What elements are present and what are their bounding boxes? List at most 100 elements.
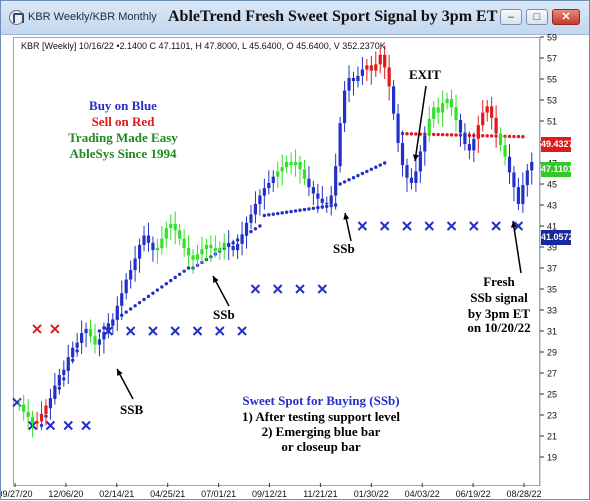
price-bar-body (485, 106, 489, 113)
price-bar-body (71, 347, 75, 358)
y-tick-label: 41 (547, 222, 557, 232)
price-bar-body (383, 54, 387, 68)
price-bar-body (356, 75, 360, 82)
trend-dot (124, 310, 128, 314)
blue-x-marker (250, 284, 261, 294)
blue-x-marker (424, 221, 434, 231)
maximize-button[interactable]: □ (526, 9, 548, 25)
minimize-button[interactable]: – (500, 9, 522, 25)
x-tick-label: 08/28/22 (506, 489, 541, 499)
trend-dot (276, 211, 280, 216)
blue-x-marker (148, 326, 158, 336)
trend-dot (182, 269, 186, 273)
price-bar-body (432, 107, 436, 119)
trend-dot (445, 133, 449, 137)
price-bar-body (320, 198, 324, 203)
trend-dot (258, 224, 262, 228)
sweet-spot-line3: or closeup bar (281, 439, 361, 454)
price-bar-body (84, 328, 88, 334)
y-tick-label: 33 (547, 306, 557, 316)
trend-dot (284, 210, 289, 214)
trend-dot (164, 282, 169, 286)
trend-dot (249, 229, 253, 234)
price-bar-body (271, 176, 275, 183)
blue-x-marker-b (192, 326, 203, 336)
price-bar-body (387, 67, 391, 87)
blue-x-marker-b (317, 284, 328, 294)
price-bar-body (329, 195, 333, 204)
trend-dot (485, 134, 489, 138)
price-bar-body (22, 404, 26, 412)
y-tick-label: 31 (547, 327, 557, 337)
arrow-exit-shaft (414, 85, 427, 162)
price-bar-body (498, 133, 503, 146)
price-bar-body (133, 258, 137, 271)
price-bar-body (512, 172, 516, 188)
price-bar-body (441, 103, 445, 113)
price-bar-body (17, 404, 21, 406)
price-bar-body (129, 270, 133, 280)
fresh-line1: Fresh (483, 274, 515, 289)
price-bar-body (494, 117, 498, 134)
sweet-spot-line2: 2) Emerging blue bar (261, 424, 381, 439)
y-tick-label: 25 (547, 390, 557, 400)
trend-dot (177, 272, 182, 276)
blue-x-marker (63, 420, 73, 431)
blue-x-marker-b (513, 221, 524, 231)
trend-dot (405, 132, 409, 136)
blue-x-marker (215, 326, 225, 336)
app-icon (9, 10, 24, 25)
blue-x-marker-b (357, 221, 368, 231)
x-tick-label: 04/25/21 (150, 489, 185, 499)
blue-x-marker-b (469, 221, 479, 231)
price-bar-body (338, 123, 342, 167)
price-bar-body (48, 398, 53, 406)
price-bar-body (503, 145, 507, 157)
title-bar[interactable]: KBR Weekly/KBR Monthly AbleTrend Fresh S… (1, 1, 589, 35)
blue-x-marker-b (379, 221, 390, 231)
y-tick-label: 53 (547, 96, 557, 106)
price-bar-body (298, 161, 302, 170)
price-bar-body (302, 169, 307, 179)
x-markers-layer (12, 221, 524, 431)
fresh-line2: SSb signal (470, 290, 528, 305)
blue-x-marker-b (148, 326, 158, 336)
trend-dot (186, 266, 191, 270)
x-tick-label: 09/27/20 (1, 489, 33, 499)
price-bar-body (392, 86, 396, 114)
ssb-label-lower: SSB (120, 402, 144, 417)
close-button[interactable]: ✕ (552, 9, 580, 25)
trend-dot (280, 211, 284, 215)
blue-x-marker (513, 221, 524, 231)
y-tick-label: 27 (547, 369, 557, 379)
blue-x-marker-b (237, 326, 247, 336)
arrow-fresh-shaft (512, 220, 522, 274)
price-bar-body (62, 369, 66, 376)
price-bar-body (276, 171, 280, 177)
x-tick-label: 07/01/21 (201, 489, 236, 499)
y-tick-label: 21 (547, 432, 557, 442)
price-bar-body (458, 119, 463, 133)
price-bar-body (374, 64, 378, 71)
trend-dot (356, 173, 360, 178)
blue-x-marker-b (446, 221, 457, 231)
trend-dot (369, 167, 374, 171)
price-bar-body (227, 242, 231, 246)
legend-buy: Buy on Blue (89, 98, 157, 113)
price-bar-body (467, 144, 471, 151)
price-bar-body (35, 421, 39, 424)
price-bar-body (369, 65, 373, 71)
price-bar-body (200, 249, 204, 255)
trend-dot (173, 275, 177, 280)
price-bar-body (316, 193, 320, 199)
price-bar-body (204, 244, 209, 250)
trend-dot (160, 285, 164, 289)
price-bar-body (267, 182, 271, 189)
price-bar-body (249, 214, 253, 223)
chart-plot-area[interactable] (13, 37, 540, 486)
price-bar-body (521, 185, 525, 204)
trend-dot (440, 132, 445, 137)
price-bar-body (490, 106, 494, 118)
trend-dot (521, 135, 525, 139)
